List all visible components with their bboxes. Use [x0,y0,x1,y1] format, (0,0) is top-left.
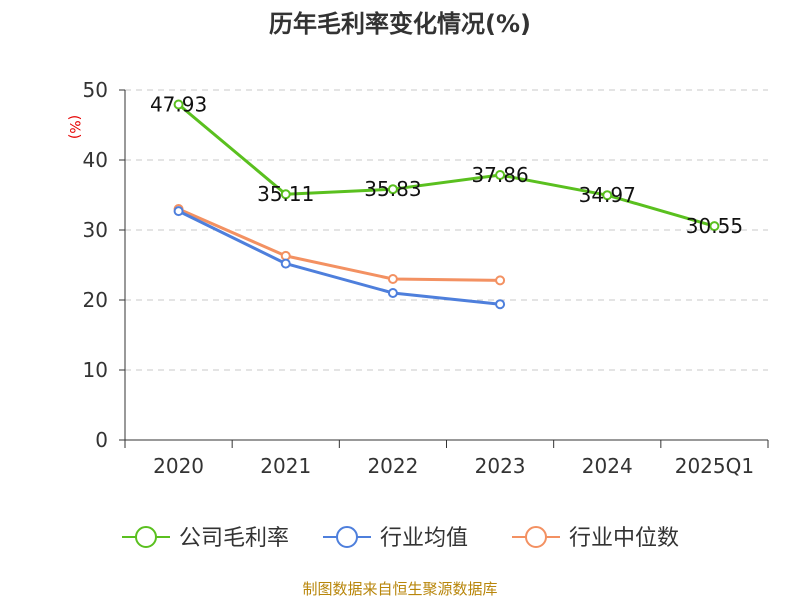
data-label: 30.55 [686,214,743,238]
y-tick-label: 30 [83,218,108,242]
y-tick-label: 0 [95,428,108,452]
data-label: 35.11 [257,182,314,206]
series-point-0 [709,221,720,232]
series-point-1 [173,206,184,217]
legend: 公司毛利率 行业均值 行业中位数 [122,526,679,551]
data-label: 35.83 [364,177,421,201]
legend-marker-1 [336,526,358,548]
y-tick-label: 10 [83,358,108,382]
legend-marker-0 [135,526,157,548]
series-point-0 [602,190,613,201]
series-point-2 [387,274,398,284]
source-note: 制图数据来自恒生聚源数据库 [302,580,497,598]
series-line-2 [177,207,501,282]
series-point-0 [173,99,184,110]
x-tick-label: 2024 [582,454,633,478]
y-tick-label: 40 [83,148,108,172]
grid-lines [125,89,768,371]
data-label: 47.93 [150,92,207,116]
series-point-1 [387,288,398,298]
series-point-0 [495,169,506,180]
axes: 0 10 20 30 40 50 2020 2021 2022 2023 2024 2025Q1 [83,78,769,478]
legend-marker-2 [525,526,547,548]
x-tick-label: 2023 [475,454,526,478]
x-tick-label: 2022 [367,454,418,478]
series-line-1 [177,209,501,306]
legend-label-0: 公司毛利率 [179,526,289,551]
data-labels: 47.93 35.11 35.83 37.86 34.97 30.55 [150,92,743,238]
series-point-1 [280,258,291,269]
x-tick-label: 2020 [153,454,204,478]
chart-title: 历年毛利率变化情况(%) [269,10,531,38]
x-tick-label: 2021 [260,454,311,478]
x-tick-label: 2025Q1 [675,454,754,478]
series-point-1 [495,299,506,310]
legend-label-1: 行业均值 [380,526,468,551]
data-label: 37.86 [471,163,528,187]
series-point-2 [495,275,506,286]
series-point-0 [280,189,291,200]
series-line-0 [177,103,715,228]
legend-label-2: 行业中位数 [569,526,679,551]
y-tick-label: 20 [83,288,108,312]
y-axis-label: (%) [66,115,82,139]
series-point-0 [387,184,398,195]
series-group [173,99,720,310]
y-tick-label: 50 [83,78,108,102]
data-label: 34.97 [579,183,636,207]
